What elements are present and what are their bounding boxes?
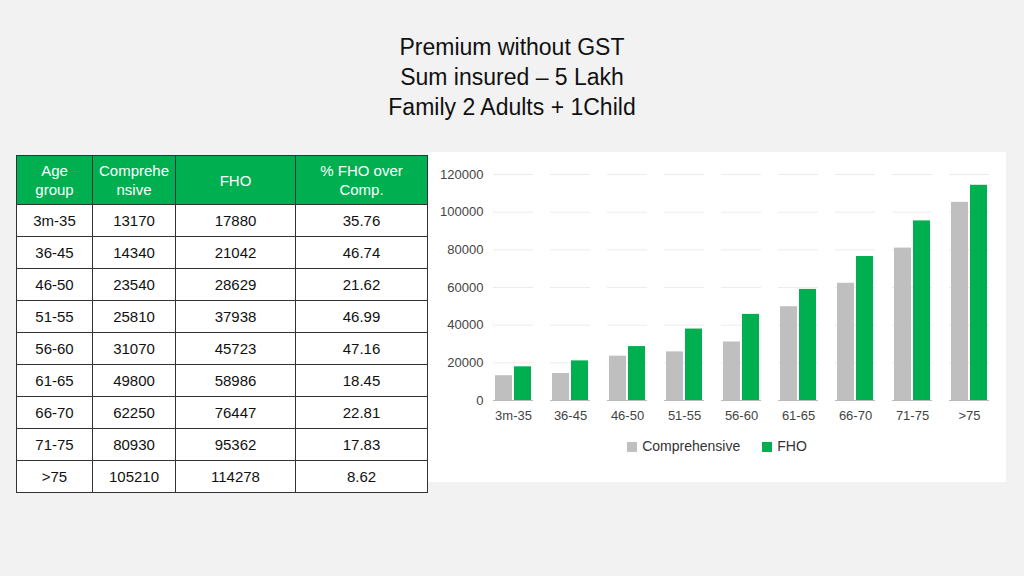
html-text:14340: 14340 bbox=[113, 244, 155, 261]
svg-text:0: 0 bbox=[476, 393, 483, 408]
html-text:% FHO over Comp.: % FHO over Comp. bbox=[320, 162, 403, 198]
html-text:66-70: 66-70 bbox=[35, 404, 74, 421]
svg-text:71-75: 71-75 bbox=[896, 408, 929, 423]
svg-text:51-55: 51-55 bbox=[668, 408, 701, 423]
html-text:23540: 23540 bbox=[113, 276, 155, 293]
svg-text:61-65: 61-65 bbox=[782, 408, 815, 423]
svg-text:36-45: 36-45 bbox=[554, 408, 587, 423]
html-text:FHO: FHO bbox=[219, 171, 252, 189]
html-text:Comprehensive: Comprehensive bbox=[99, 162, 169, 198]
html-text:28629: 28629 bbox=[214, 276, 257, 293]
html-text:21042: 21042 bbox=[214, 244, 257, 261]
html-text:105210: 105210 bbox=[109, 468, 159, 485]
svg-text:60000: 60000 bbox=[447, 280, 483, 295]
html-text:Premium without GST: Premium without GST bbox=[399, 34, 625, 60]
html-text:46-50: 46-50 bbox=[35, 276, 74, 293]
html-text:8.62: 8.62 bbox=[346, 468, 377, 485]
html-text:Age group: Age group bbox=[35, 162, 74, 198]
html-text:>75: >75 bbox=[41, 468, 68, 485]
svg-text:>75: >75 bbox=[958, 408, 980, 423]
svg-text:100000: 100000 bbox=[440, 204, 483, 219]
svg-text:40000: 40000 bbox=[447, 317, 483, 332]
html-text:80930: 80930 bbox=[113, 436, 155, 453]
html-text:25810: 25810 bbox=[113, 308, 155, 325]
svg-text:20000: 20000 bbox=[447, 355, 483, 370]
html-text:46.99: 46.99 bbox=[342, 308, 381, 325]
html-text:21.62: 21.62 bbox=[342, 276, 381, 293]
html-text:FHO: FHO bbox=[777, 438, 807, 454]
html-text:95362: 95362 bbox=[214, 436, 257, 453]
html-text:22.81: 22.81 bbox=[342, 404, 381, 421]
html-text:71-75: 71-75 bbox=[35, 436, 74, 453]
html-text:58986: 58986 bbox=[214, 372, 257, 389]
html-text:45723: 45723 bbox=[214, 340, 257, 357]
html-text:17880: 17880 bbox=[214, 212, 257, 229]
html-text:114278: 114278 bbox=[211, 468, 260, 485]
html-text:51-55: 51-55 bbox=[35, 308, 74, 325]
html-text:37938: 37938 bbox=[214, 308, 257, 325]
html-text:3m-35: 3m-35 bbox=[33, 212, 76, 229]
html-text:35.76: 35.76 bbox=[342, 212, 381, 229]
svg-text:120000: 120000 bbox=[440, 167, 483, 182]
html-text:18.45: 18.45 bbox=[342, 372, 381, 389]
html-text:13170: 13170 bbox=[113, 212, 155, 229]
svg-text:66-70: 66-70 bbox=[839, 408, 872, 423]
svg-text:46-50: 46-50 bbox=[611, 408, 644, 423]
html-text:17.83: 17.83 bbox=[342, 436, 381, 453]
html-text:31070: 31070 bbox=[113, 340, 155, 357]
svg-text:56-60: 56-60 bbox=[725, 408, 758, 423]
html-text:62250: 62250 bbox=[113, 404, 155, 421]
svg-text:80000: 80000 bbox=[447, 242, 483, 257]
svg-text:3m-35: 3m-35 bbox=[495, 408, 532, 423]
html-text:46.74: 46.74 bbox=[342, 244, 381, 261]
html-text:56-60: 56-60 bbox=[35, 340, 74, 357]
html-text:47.16: 47.16 bbox=[342, 340, 381, 357]
html-text:36-45: 36-45 bbox=[35, 244, 74, 261]
html-text:Family 2 Adults + 1Child: Family 2 Adults + 1Child bbox=[388, 94, 636, 120]
html-text:49800: 49800 bbox=[113, 372, 155, 389]
html-text:61-65: 61-65 bbox=[35, 372, 74, 389]
html-text:Comprehensive: Comprehensive bbox=[642, 438, 741, 454]
html-text:76447: 76447 bbox=[214, 404, 257, 421]
html-text:Sum insured – 5 Lakh: Sum insured – 5 Lakh bbox=[400, 64, 624, 90]
